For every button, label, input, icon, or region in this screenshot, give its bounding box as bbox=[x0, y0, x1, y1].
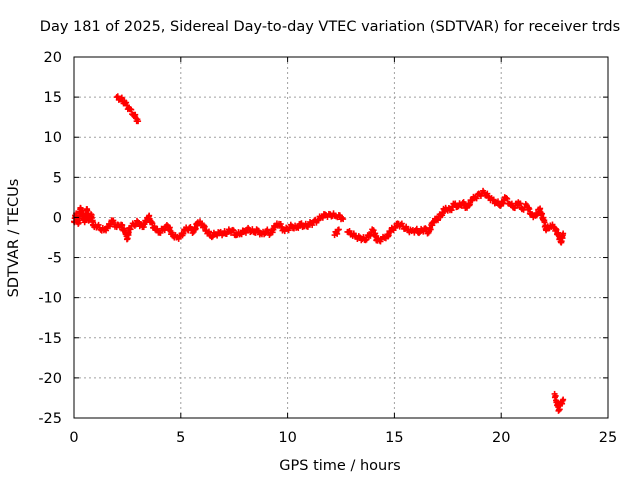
y-tick-label: 0 bbox=[53, 210, 62, 226]
data-point bbox=[250, 226, 260, 236]
data-point bbox=[335, 226, 342, 233]
data-point bbox=[357, 234, 367, 244]
y-tick-label: -10 bbox=[38, 291, 62, 307]
ticks-layer: 0 5 10 15 20 25 -25 -20 -15 -10 -5 0 5 10 15 20 bbox=[38, 50, 617, 446]
y-tick-label: 20 bbox=[44, 50, 62, 66]
x-axis-label: GPS time / hours bbox=[279, 458, 400, 474]
y-tick-label: -20 bbox=[38, 371, 62, 387]
data-point bbox=[560, 230, 567, 237]
data-point bbox=[177, 226, 188, 239]
x-tick-label: 5 bbox=[176, 430, 185, 446]
x-tick-label: 0 bbox=[69, 430, 78, 446]
x-tick-label: 20 bbox=[492, 430, 510, 446]
y-tick-label: 10 bbox=[44, 130, 62, 146]
data-point bbox=[160, 222, 170, 234]
data-point bbox=[310, 216, 320, 226]
x-tick-label: 25 bbox=[599, 430, 617, 446]
data-point bbox=[395, 220, 405, 230]
data-point bbox=[173, 232, 183, 242]
y-tick-label: -5 bbox=[48, 251, 62, 267]
x-tick-label: 10 bbox=[278, 430, 296, 446]
plot-frame bbox=[73, 56, 609, 419]
chart-title: Day 181 of 2025, Sidereal Day-to-day VTE… bbox=[40, 19, 620, 35]
data-point bbox=[340, 216, 347, 223]
data-point bbox=[560, 396, 567, 403]
data-point bbox=[135, 118, 142, 125]
data-point bbox=[412, 225, 422, 237]
data-point bbox=[558, 232, 566, 246]
y-tick-label: 15 bbox=[44, 90, 62, 106]
y-tick-label: -25 bbox=[38, 411, 62, 427]
data-point bbox=[481, 189, 491, 199]
x-tick-label: 15 bbox=[385, 430, 403, 446]
data-layer bbox=[71, 93, 567, 414]
grid-layer bbox=[74, 57, 608, 418]
y-tick-label: 5 bbox=[53, 170, 62, 186]
data-point bbox=[331, 226, 342, 239]
y-tick-label: -15 bbox=[38, 331, 62, 347]
data-point bbox=[199, 221, 209, 235]
y-axis-label: SDTVAR / TECUs bbox=[6, 179, 22, 298]
